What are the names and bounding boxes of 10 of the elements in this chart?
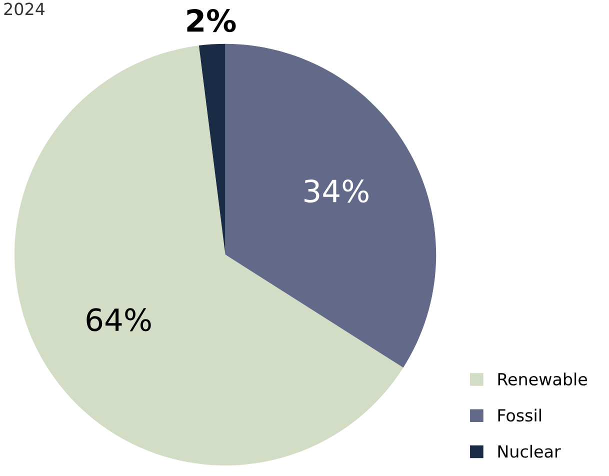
data-label: 34% [304,179,368,203]
chart-title: 2024 [4,2,45,16]
data-label: 64% [86,308,151,332]
pie-slice [225,44,436,368]
legend-label: Fossil [498,408,541,422]
legend-label: Nuclear [498,444,561,458]
legend-label: Renewable [498,372,588,386]
data-label: 2% [187,8,236,32]
pie-slice [14,46,404,466]
pie-slice [198,44,226,255]
